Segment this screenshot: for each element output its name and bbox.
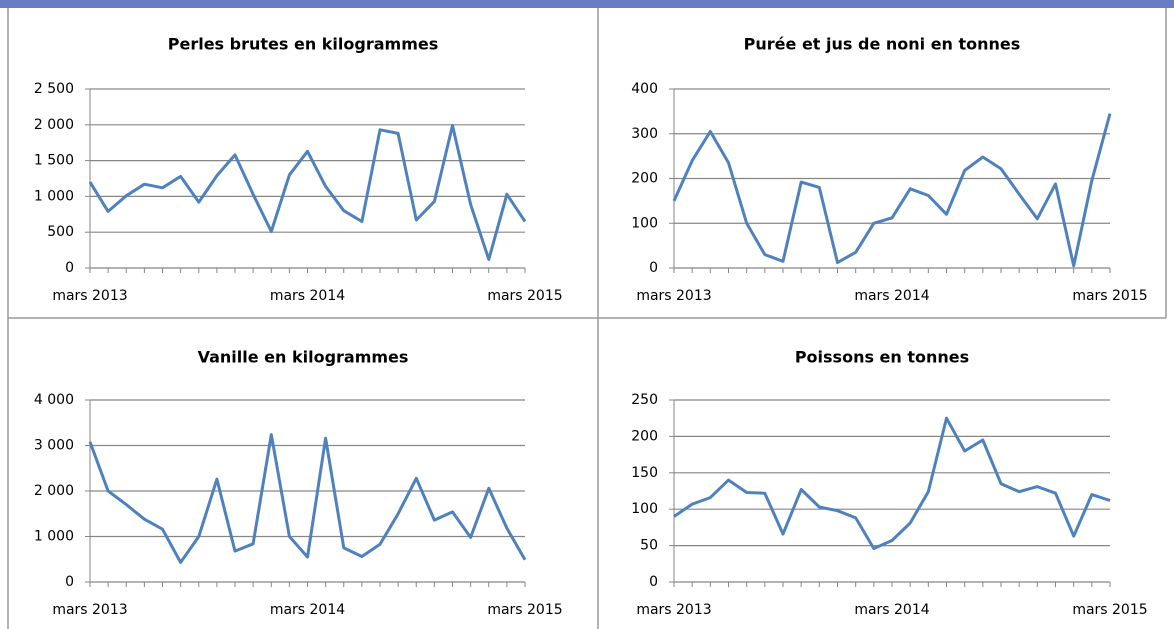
y-tick-label: 150 — [631, 465, 658, 481]
x-tick-label: mars 2015 — [1072, 288, 1147, 304]
y-tick-label: 50 — [640, 538, 658, 554]
x-tick-label: mars 2014 — [270, 288, 345, 304]
y-tick-label: 200 — [631, 428, 658, 444]
y-tick-label: 200 — [631, 171, 658, 187]
y-tick-label: 0 — [649, 574, 658, 590]
y-tick-label: 2 000 — [34, 483, 74, 499]
data-line — [88, 433, 527, 564]
data-line — [673, 416, 1111, 550]
y-tick-label: 100 — [631, 501, 658, 517]
y-tick-label: 0 — [65, 260, 74, 276]
chart-title: Perles brutes en kilogrammes — [168, 35, 439, 54]
y-tick-label: 2 500 — [34, 81, 74, 97]
y-tick-label: 400 — [631, 81, 658, 97]
y-tick-label: 100 — [631, 215, 658, 231]
y-tick-label: 300 — [631, 126, 658, 142]
x-tick-label: mars 2013 — [636, 288, 711, 304]
y-tick-label: 3 000 — [34, 438, 74, 454]
chart-title: Purée et jus de noni en tonnes — [744, 35, 1021, 54]
y-tick-label: 250 — [631, 392, 658, 408]
y-tick-label: 0 — [65, 574, 74, 590]
y-tick-label: 2 000 — [34, 117, 74, 133]
y-tick-label: 1 000 — [34, 188, 74, 204]
x-tick-label: mars 2014 — [854, 602, 929, 618]
x-tick-label: mars 2013 — [52, 602, 127, 618]
x-tick-label: mars 2015 — [487, 602, 562, 618]
x-tick-label: mars 2015 — [1072, 602, 1147, 618]
x-tick-label: mars 2013 — [636, 602, 711, 618]
x-tick-label: mars 2014 — [854, 288, 929, 304]
top-bar — [0, 0, 1174, 8]
chart-title: Poissons en tonnes — [795, 348, 969, 367]
x-tick-label: mars 2013 — [52, 288, 127, 304]
x-tick-label: mars 2014 — [270, 602, 345, 618]
data-line — [88, 124, 527, 261]
panel-borders — [7, 8, 1167, 629]
data-line — [672, 113, 1112, 268]
chart-title: Vanille en kilogrammes — [198, 348, 409, 367]
y-tick-label: 0 — [649, 260, 658, 276]
y-tick-label: 1 000 — [34, 529, 74, 545]
x-tick-label: mars 2015 — [487, 288, 562, 304]
y-tick-label: 1 500 — [34, 153, 74, 169]
y-tick-label: 4 000 — [34, 392, 74, 408]
y-tick-label: 500 — [47, 224, 74, 240]
